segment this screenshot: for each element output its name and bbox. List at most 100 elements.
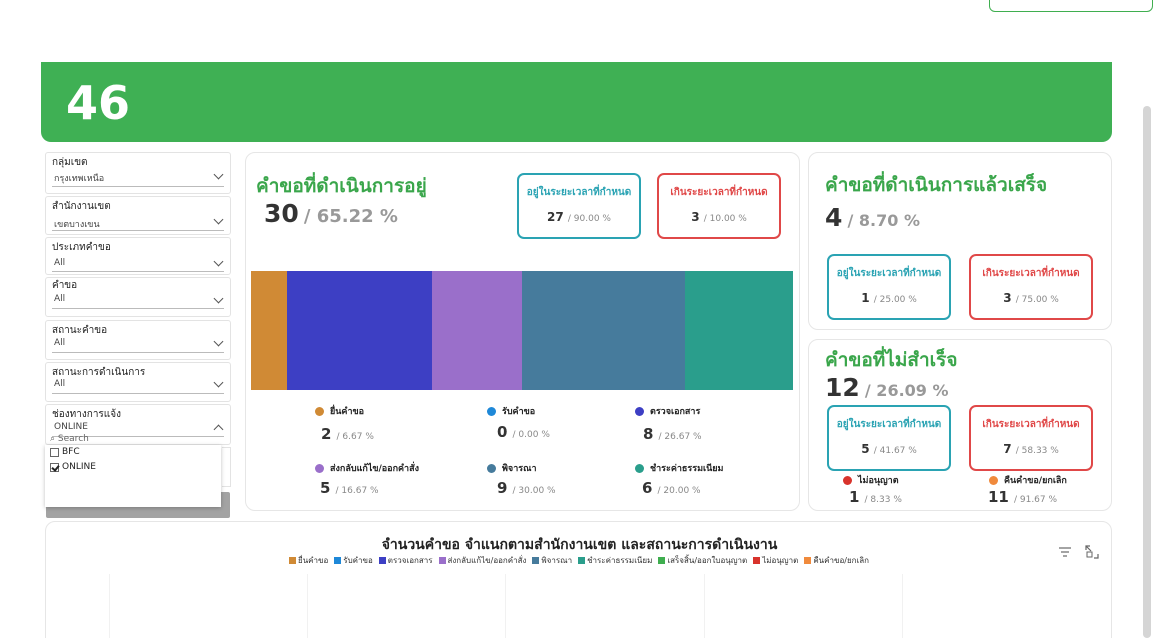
checkbox[interactable] xyxy=(50,462,59,472)
total-count: 46 xyxy=(66,76,131,130)
filter-channel[interactable]: ช่องทางการแจ้ง ONLINE xyxy=(45,404,231,445)
value-received: 0 / 0.00 % xyxy=(497,422,550,441)
filter-district-office[interactable]: สำนักงานเขต เขตบางเขน xyxy=(45,196,231,235)
legend-label: ตรวจเอกสาร xyxy=(650,407,701,417)
value-consideration: 9 / 30.00 % xyxy=(497,478,556,497)
in-progress-kpi: 30 / 65.22 % xyxy=(264,199,398,228)
chevron-down-icon xyxy=(213,377,224,388)
value-percent: / 8.33 % xyxy=(864,495,902,505)
legend-label: รับคำขอ xyxy=(343,556,373,565)
badge-count: 7 xyxy=(1003,442,1012,456)
value-percent: / 26.67 % xyxy=(658,432,702,442)
badge-count: 3 xyxy=(1003,291,1012,305)
in-progress-count: 30 xyxy=(264,199,299,228)
value-count: 1 xyxy=(849,488,860,506)
top-right-control[interactable] xyxy=(989,0,1153,12)
value-percent: / 91.67 % xyxy=(1013,495,1058,505)
filter-icon[interactable] xyxy=(1057,544,1073,560)
value-count: 5 xyxy=(320,479,331,497)
badge-percent: / 25.00 % xyxy=(873,295,917,305)
legend-swatch xyxy=(289,557,296,564)
filter-underline xyxy=(52,271,224,272)
value-submitted: 2 / 6.67 % xyxy=(321,424,374,443)
option-label: BFC xyxy=(62,447,80,457)
legend-label: พิจารณา xyxy=(541,556,573,565)
value-percent: / 30.00 % xyxy=(512,486,556,496)
value-count: 8 xyxy=(643,425,654,443)
expand-icon[interactable] xyxy=(1084,544,1100,560)
legend-label: พิจารณา xyxy=(502,464,537,474)
legend-item: เสร็จสิ้น/ออกใบอนุญาต xyxy=(658,554,747,567)
legend-swatch xyxy=(438,557,446,564)
filter-value: All xyxy=(54,338,66,348)
grid-line xyxy=(307,574,308,638)
failed-title: คำขอที่ไม่สำเร็จ xyxy=(825,349,958,371)
legend-swatch xyxy=(378,557,386,564)
legend-cancelled: คืนคำขอ/ยกเลิก xyxy=(989,473,1067,487)
filter-underline xyxy=(52,308,224,309)
legend-swatch xyxy=(532,557,540,564)
value-count: 6 xyxy=(642,479,653,497)
filter-operation-status[interactable]: สถานะการดำเนินการ All xyxy=(45,362,231,402)
legend-label: ยื่นคำขอ xyxy=(330,407,365,417)
filter-value: ONLINE xyxy=(54,422,88,432)
completed-percent: / 8.70 % xyxy=(847,211,921,230)
filter-underline xyxy=(52,393,224,394)
filter-label: สำนักงานเขต xyxy=(52,201,111,212)
legend-doc-check: ตรวจเอกสาร xyxy=(635,404,700,418)
completed-ontime-badge: อยู่ในระยะเวลาที่กำหนด 1 / 25.00 % xyxy=(827,254,951,320)
legend-not-allowed: ไม่อนุญาต xyxy=(843,473,899,487)
grid-line xyxy=(704,574,705,638)
filter-value: All xyxy=(54,379,66,389)
filter-value: กรุงเทพเหนือ xyxy=(54,174,105,184)
legend-item: พิจารณา xyxy=(532,554,572,567)
value-count: 2 xyxy=(321,425,332,443)
dot-icon xyxy=(635,463,644,473)
legend-label: ชำระค่าธรรมเนียม xyxy=(587,556,653,565)
bar-segment[interactable] xyxy=(251,271,288,390)
filter-request-type[interactable]: ประเภทคำขอ All xyxy=(45,237,231,275)
bar-segment[interactable] xyxy=(287,271,432,390)
bar-segment[interactable] xyxy=(521,271,685,390)
chevron-down-icon xyxy=(213,256,224,267)
value-percent: / 20.00 % xyxy=(657,486,701,496)
badge-count: 27 xyxy=(547,210,564,224)
filter-request[interactable]: คำขอ All xyxy=(45,277,231,317)
badge-count: 3 xyxy=(691,210,700,224)
legend-label: ยื่นคำขอ xyxy=(298,556,329,565)
badge-percent: / 10.00 % xyxy=(703,214,747,224)
page-scrollbar[interactable] xyxy=(1143,106,1151,638)
failed-count: 12 xyxy=(825,373,860,402)
bar-segment[interactable] xyxy=(684,271,793,390)
district-status-chart: จำนวนคำขอ จำแนกตามสำนักงานเขต และสถานะกา… xyxy=(45,521,1112,638)
checkbox[interactable] xyxy=(50,447,59,457)
filter-district-group[interactable]: กลุ่มเขต กรุงเทพเหนือ xyxy=(45,152,231,194)
option-online[interactable]: ONLINE xyxy=(50,462,96,472)
dropdown-search[interactable]: ⌕ Search xyxy=(50,434,89,444)
value-doc-check: 8 / 26.67 % xyxy=(643,424,702,443)
chart-title: จำนวนคำขอ จำแนกตามสำนักงานเขต และสถานะกา… xyxy=(381,537,778,553)
dot-icon xyxy=(487,406,496,416)
legend-label: ส่งกลับแก้ไข/ออกคำสั่ง xyxy=(447,556,527,565)
legend-label: คืนคำขอ/ยกเลิก xyxy=(813,556,869,565)
legend-label: ไม่อนุญาต xyxy=(762,556,799,565)
legend-swatch xyxy=(658,557,666,564)
legend-label: เสร็จสิ้น/ออกใบอนุญาต xyxy=(667,556,748,565)
option-bfc[interactable]: BFC xyxy=(50,447,80,457)
badge-percent: / 41.67 % xyxy=(873,446,917,456)
chevron-down-icon xyxy=(213,169,224,180)
dot-icon xyxy=(843,475,852,485)
legend-submitted: ยื่นคำขอ xyxy=(315,404,364,418)
filter-value: All xyxy=(54,294,66,304)
value-percent: / 16.67 % xyxy=(335,486,379,496)
grid-line xyxy=(109,574,110,638)
dot-icon xyxy=(487,463,496,473)
legend-item: คืนคำขอ/ยกเลิก xyxy=(804,554,869,567)
filter-request-status[interactable]: สถานะคำขอ All xyxy=(45,320,231,360)
legend-consideration: พิจารณา xyxy=(487,461,537,475)
legend-item: ส่งกลับแก้ไข/ออกคำสั่ง xyxy=(438,554,527,567)
badge-percent: / 58.33 % xyxy=(1015,446,1059,456)
filter-label: ประเภทคำขอ xyxy=(52,242,111,253)
bar-segment[interactable] xyxy=(431,271,522,390)
in-progress-percent: / 65.22 % xyxy=(303,206,398,227)
